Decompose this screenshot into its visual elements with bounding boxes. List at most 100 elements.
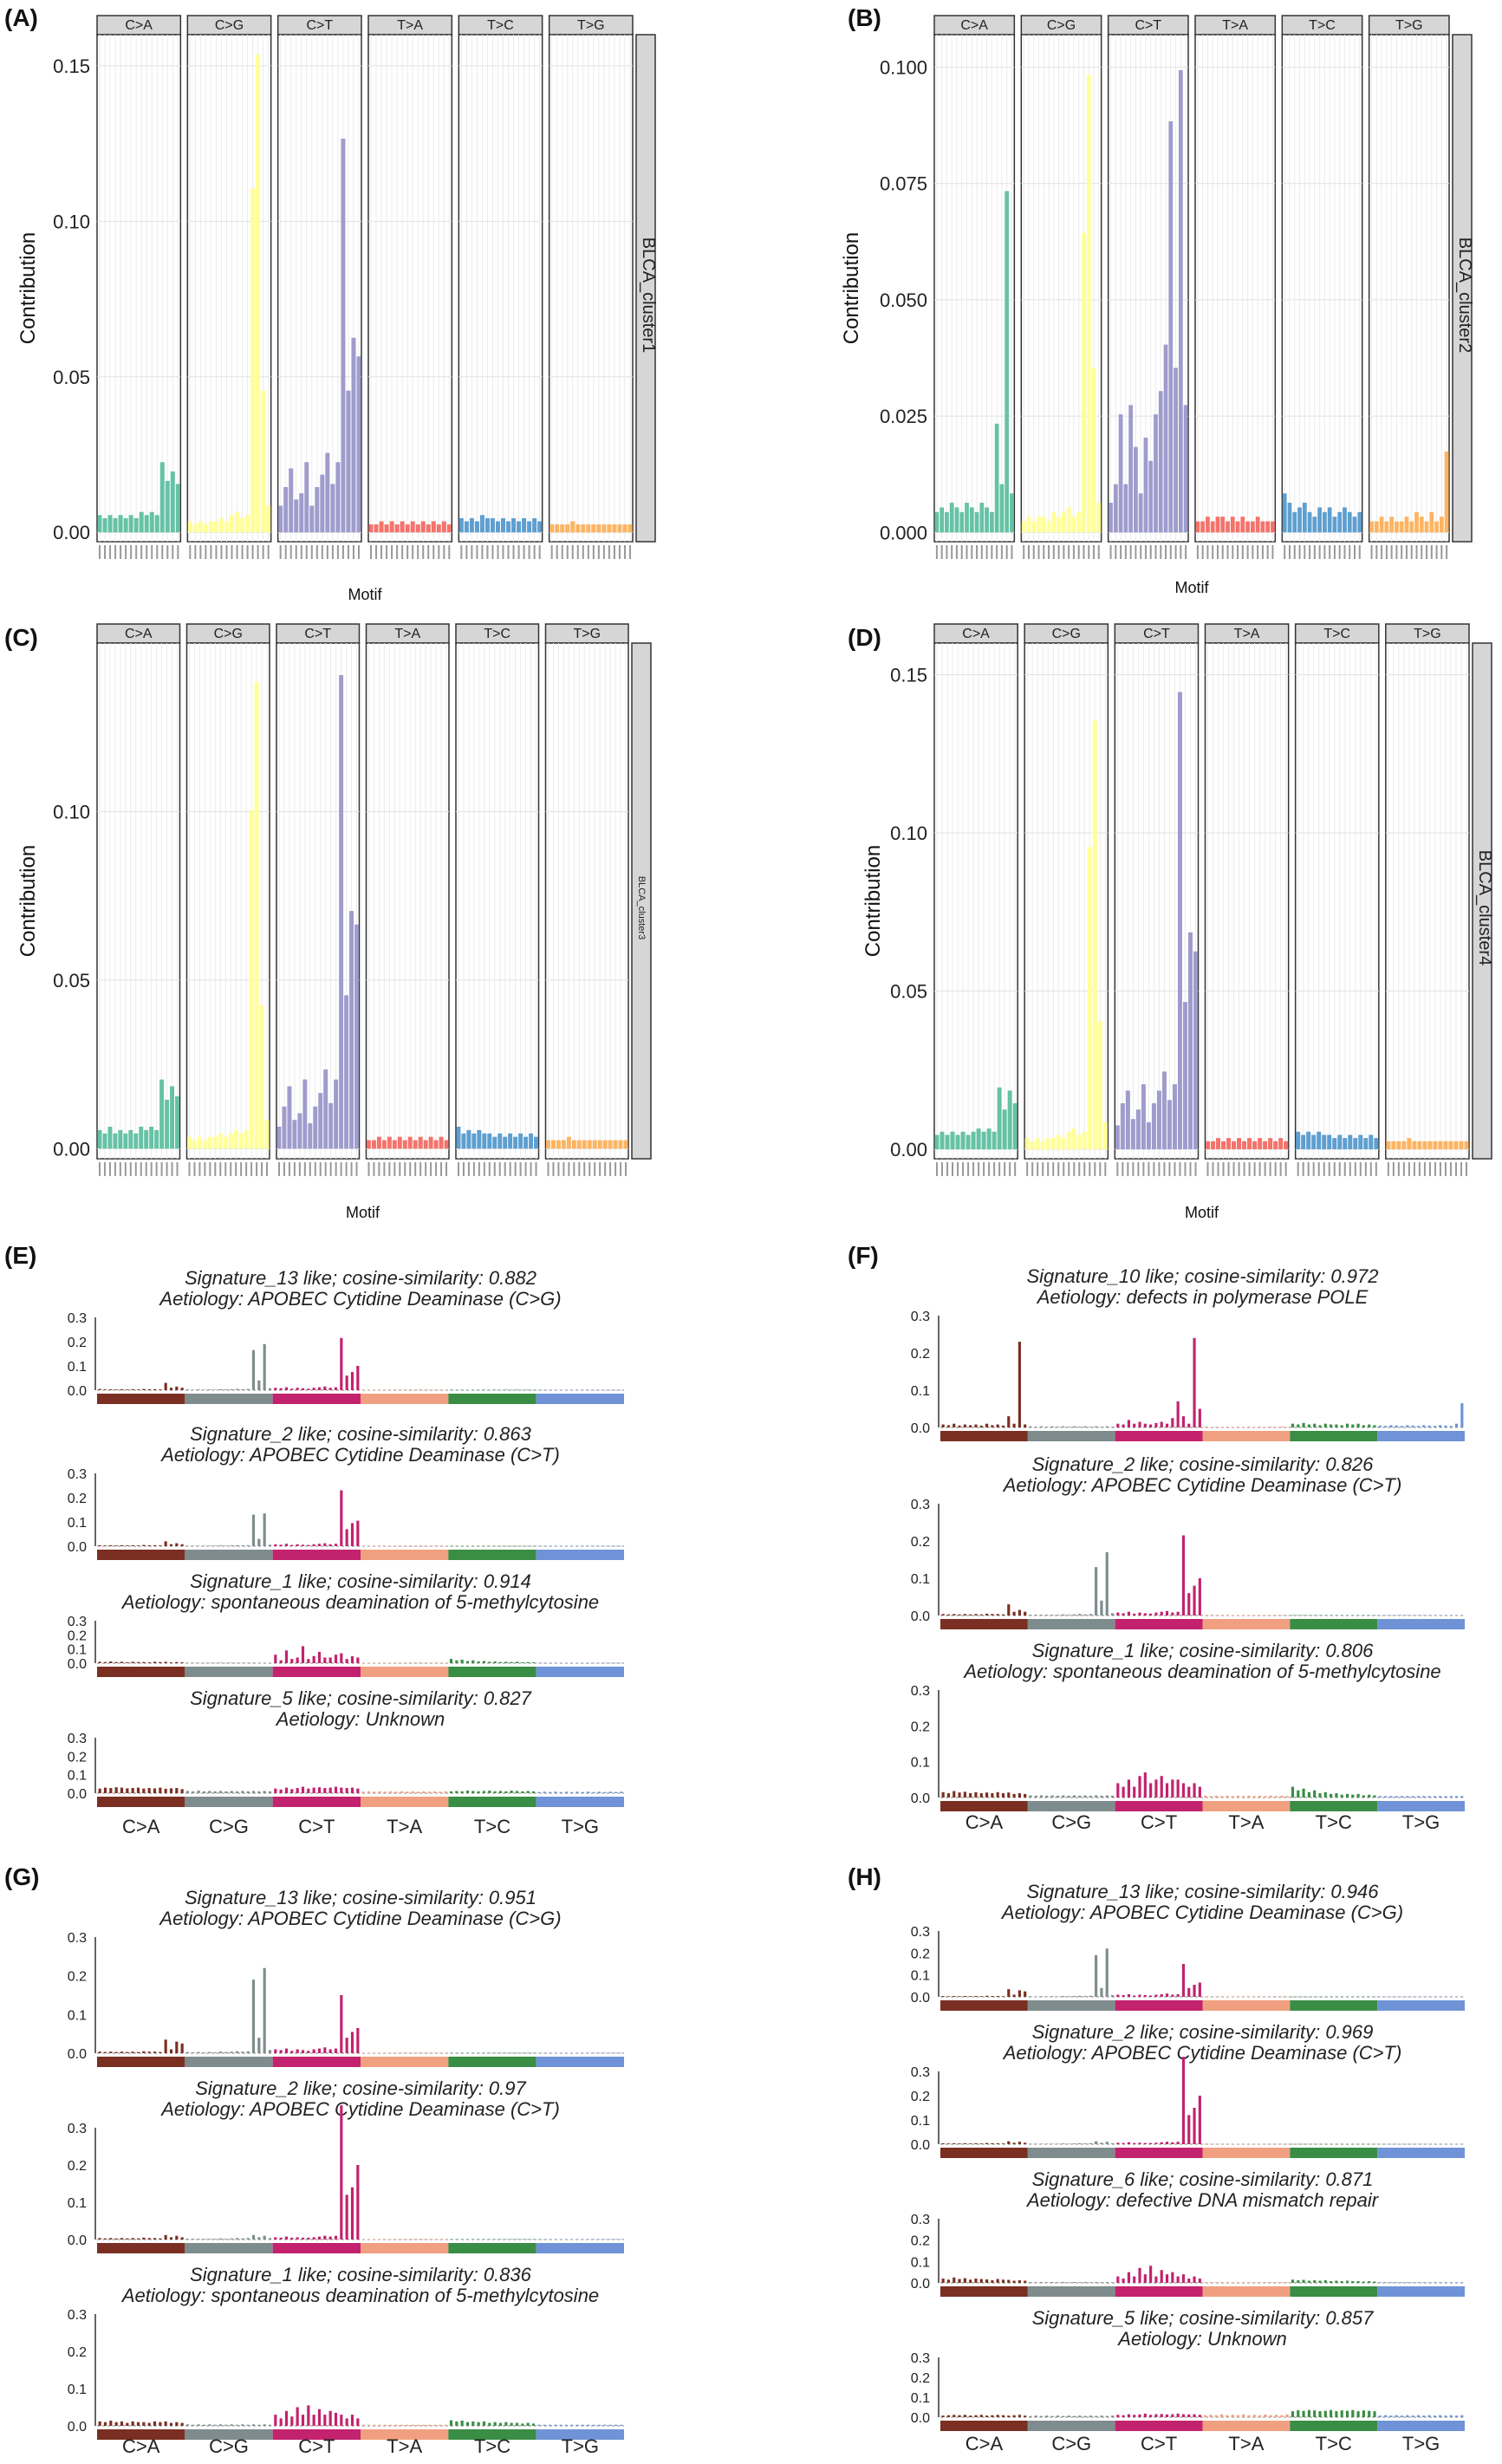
bar (564, 1545, 569, 1547)
bar (1100, 2282, 1103, 2283)
category-band (1202, 2000, 1291, 2011)
bar (1034, 2282, 1037, 2283)
bar (1444, 2282, 1447, 2283)
bar (1411, 1796, 1414, 1798)
bar (1287, 503, 1292, 533)
category-band (97, 2429, 185, 2440)
signature-title: Signature_5 like; cosine-similarity: 0.8… (1032, 2307, 1375, 2329)
bar (133, 517, 139, 533)
bar (159, 1545, 162, 1546)
bar (1072, 1614, 1076, 1616)
y-tick-label: 0.0 (68, 1787, 87, 1802)
bar (554, 1662, 557, 1664)
bar (192, 1545, 195, 1546)
bar (482, 1791, 486, 1793)
bar (1433, 1796, 1436, 1798)
bar (218, 2051, 223, 2053)
bar (537, 1662, 541, 1664)
bar (1133, 1423, 1136, 1427)
bar (1071, 1128, 1076, 1150)
bar (1362, 1425, 1365, 1427)
bar (1056, 2143, 1060, 2144)
bar (1204, 2282, 1207, 2283)
bar (1041, 517, 1046, 533)
bar (1171, 1418, 1174, 1427)
bar (953, 1995, 956, 1997)
bar (1040, 1996, 1044, 1997)
bar (410, 521, 415, 533)
bar (170, 1086, 175, 1149)
bar (1001, 2415, 1005, 2417)
bar (974, 1424, 978, 1427)
bar (131, 1661, 134, 1663)
bar (153, 1788, 157, 1793)
bar (1148, 460, 1154, 533)
bar (1091, 367, 1096, 533)
bar (548, 2424, 552, 2426)
bar (564, 2052, 569, 2054)
bar (1384, 2282, 1388, 2283)
bar (565, 524, 570, 533)
y-tick-label: 0.0 (68, 2047, 87, 2062)
signature-title: Signature_1 like; cosine-similarity: 0.8… (190, 2264, 532, 2285)
bar (1034, 1795, 1037, 1798)
bar (350, 1787, 354, 1793)
bar (581, 2052, 585, 2054)
bar (235, 1544, 239, 1546)
bar (207, 1136, 212, 1149)
bar (1307, 1996, 1310, 1998)
bar (268, 1388, 272, 1390)
bar (1040, 2282, 1044, 2283)
row-strip (1472, 642, 1492, 1160)
bar (1264, 2143, 1267, 2145)
bar (471, 2421, 475, 2426)
bar (1433, 2415, 1436, 2417)
bar (1335, 2411, 1338, 2417)
bar (1187, 1987, 1191, 1997)
bar (985, 2415, 989, 2417)
bar (301, 2237, 305, 2240)
bar (203, 524, 208, 533)
bar (608, 1140, 613, 1149)
signature-aetiology: Aetiology: APOBEC Cytidine Deaminase (C>… (159, 2098, 560, 2120)
bar (1439, 517, 1444, 533)
y-tick-label: 0.1 (68, 2196, 87, 2211)
bar (1454, 1423, 1459, 1427)
bar (498, 2052, 503, 2054)
bar (526, 2422, 530, 2426)
bar (1323, 2410, 1327, 2417)
bar (992, 1131, 997, 1150)
bar (1078, 2415, 1082, 2417)
bar (1187, 2115, 1191, 2144)
category-band (1377, 2148, 1465, 2158)
bar (1285, 1796, 1289, 1798)
bar (958, 1425, 961, 1427)
bar (456, 1127, 461, 1149)
facet: T>C (458, 15, 543, 559)
bar (1187, 2279, 1191, 2283)
facet: T>C (1294, 623, 1380, 1176)
bar (147, 1662, 151, 1663)
bar (164, 2234, 167, 2240)
category-band (1377, 2000, 1465, 2011)
bar (1165, 1610, 1169, 1616)
bar (1439, 2143, 1442, 2145)
bar (1362, 1795, 1365, 1798)
bar (368, 524, 374, 533)
bar (1302, 2279, 1305, 2283)
bar (1181, 1416, 1186, 1427)
bar (1330, 1996, 1333, 1998)
bar (1374, 521, 1379, 533)
bar (1078, 2282, 1082, 2283)
bar (1122, 2142, 1125, 2144)
bar (373, 1662, 376, 1664)
category-band (97, 1394, 185, 1404)
x-axis-label: Motif (348, 586, 382, 603)
bar (965, 503, 969, 533)
bar (1268, 1138, 1273, 1150)
signature-aetiology: Aetiology: APOBEC Cytidine Deaminase (C>… (159, 1444, 560, 1466)
bar (301, 1646, 305, 1663)
bar (1045, 2143, 1049, 2144)
bar (1134, 446, 1138, 533)
y-tick-label: 0.2 (911, 2371, 930, 2386)
